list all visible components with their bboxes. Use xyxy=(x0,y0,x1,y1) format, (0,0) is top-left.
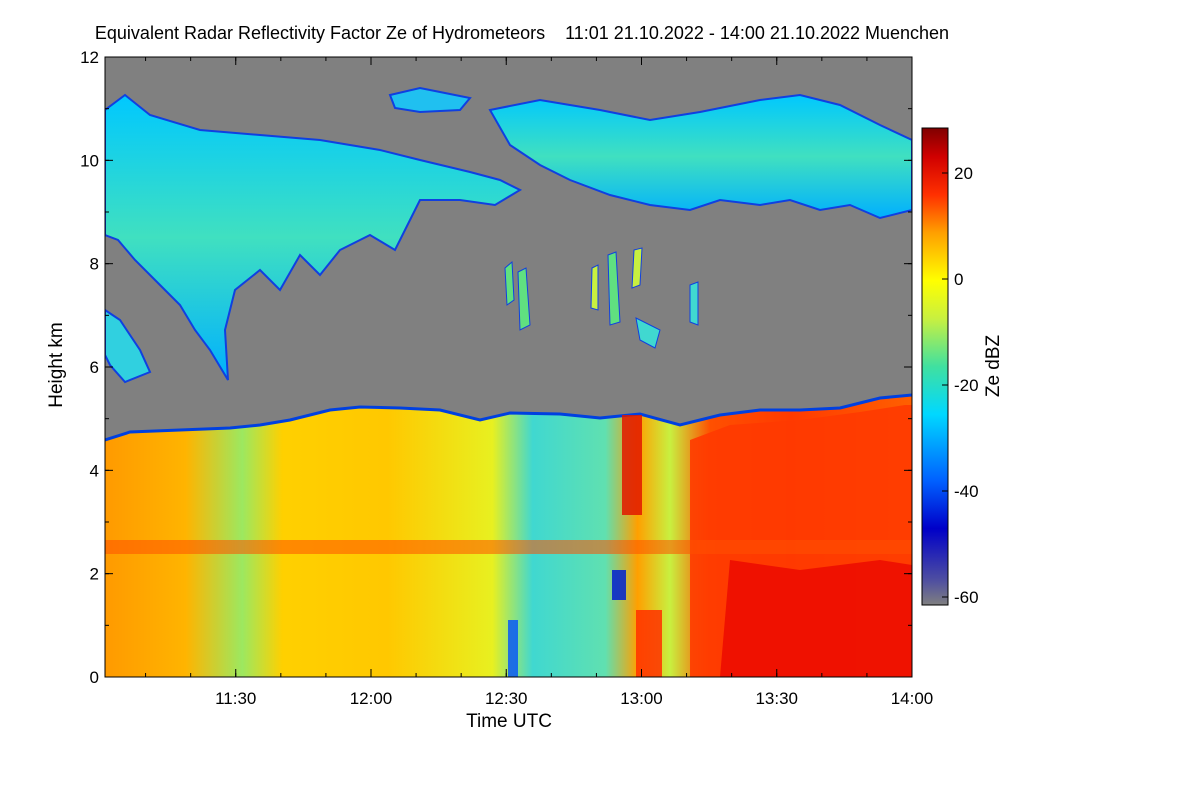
y-axis-label: Height km xyxy=(46,322,67,408)
chart-title: Equivalent Radar Reflectivity Factor Ze … xyxy=(95,23,949,43)
virga xyxy=(631,247,643,289)
y-tick-label: 8 xyxy=(90,255,99,274)
colorbar-label: Ze dBZ xyxy=(983,334,1004,397)
strong-core-lower xyxy=(720,560,912,677)
cirrus-early xyxy=(105,93,523,381)
x-tick-label: 12:30 xyxy=(485,689,528,708)
weak-echo xyxy=(508,620,518,677)
virga xyxy=(689,281,699,326)
x-tick-label: 13:00 xyxy=(620,689,663,708)
virga xyxy=(504,260,515,306)
plot-area xyxy=(105,57,912,677)
precipitation-layer-edge xyxy=(105,393,912,442)
y-tick-label: 0 xyxy=(90,668,99,687)
cirrus-late xyxy=(488,93,912,220)
y-tick-label: 6 xyxy=(90,358,99,377)
colorbar-ticks: -60 -40 -20 0 20 xyxy=(942,164,979,607)
x-tick-label: 13:30 xyxy=(755,689,798,708)
colorbar xyxy=(921,127,949,606)
y-tick-label: 12 xyxy=(80,48,99,67)
y-tick-label: 2 xyxy=(90,565,99,584)
virga xyxy=(635,317,661,349)
y-tick-label: 10 xyxy=(80,151,99,170)
x-tick-label: 14:00 xyxy=(891,689,934,708)
colorbar-tick-label: -40 xyxy=(954,482,979,501)
x-tick-label: 11:30 xyxy=(215,689,256,708)
cirrus-fallstreak xyxy=(105,308,152,384)
y-tick-label: 4 xyxy=(90,461,99,480)
melting-layer-band xyxy=(105,540,912,554)
cirrus-patch xyxy=(388,86,472,114)
colorbar-tick-label: 0 xyxy=(954,270,963,289)
colorbar-tick-label: -20 xyxy=(954,376,979,395)
y-axis: 0 2 4 6 8 10 12 xyxy=(80,48,912,687)
x-axis-label: Time UTC xyxy=(466,711,552,732)
colorbar-tick-label: 20 xyxy=(954,164,973,183)
colorbar-tick-label: -60 xyxy=(954,588,979,607)
convective-streak-base xyxy=(636,610,662,677)
virga xyxy=(517,267,531,331)
weak-echo xyxy=(612,570,626,600)
virga xyxy=(607,251,621,326)
convective-streak xyxy=(622,415,642,515)
x-axis: 11:30 12:00 12:30 13:00 13:30 14:00 xyxy=(145,57,934,708)
virga xyxy=(590,264,599,311)
x-tick-label: 12:00 xyxy=(350,689,393,708)
